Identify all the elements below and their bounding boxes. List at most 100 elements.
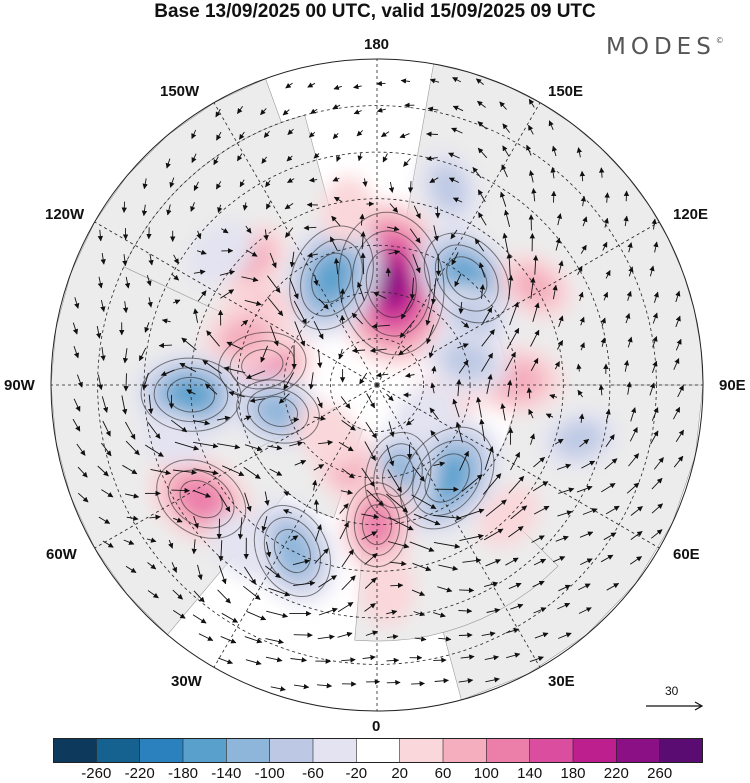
colorbar-segment [96, 738, 141, 763]
wind-arrow [283, 509, 292, 515]
wind-arrow [243, 415, 252, 421]
wind-arrow [673, 455, 684, 468]
wind-arrow [221, 612, 239, 623]
colorbar-tick-label: 100 [473, 765, 499, 782]
wind-arrow [265, 656, 283, 663]
wind-arrow [196, 230, 202, 240]
wind-arrow [267, 445, 283, 451]
wind-arrow [462, 557, 482, 564]
wind-arrow [630, 407, 637, 422]
wind-arrow [72, 418, 81, 432]
wind-arrow [429, 407, 439, 420]
wind-arrow [483, 528, 504, 541]
wind-arrow [577, 389, 583, 398]
wind-arrow [289, 441, 304, 447]
wind-arrow [675, 315, 681, 328]
wind-arrow [433, 514, 462, 521]
wind-arrow [313, 152, 320, 159]
wind-arrow [388, 421, 395, 438]
wind-arrow [451, 252, 459, 266]
wind-arrow [479, 284, 486, 299]
wind-arrow [216, 181, 222, 190]
wind-arrow [332, 176, 340, 182]
wind-arrow [386, 657, 400, 664]
wind-arrow [390, 582, 404, 589]
wind-arrow [369, 347, 387, 354]
wind-reference-value: 30 [665, 684, 679, 698]
wind-arrow [359, 372, 368, 385]
wind-arrow [165, 158, 171, 169]
wind-arrow [387, 541, 410, 549]
latitude-circle [97, 105, 657, 665]
wind-arrow [503, 209, 511, 228]
wind-arrow [578, 291, 584, 301]
meridian-line [94, 384, 378, 549]
wind-arrow [317, 682, 333, 689]
wind-arrow [677, 384, 684, 398]
wind-arrow [529, 433, 536, 445]
wind-arrow [673, 406, 681, 420]
height-contour [300, 239, 363, 317]
wind-arrow [628, 453, 640, 467]
wind-arrow [475, 78, 484, 85]
wind-arrow [533, 607, 547, 614]
wind-arrow [508, 475, 525, 494]
meridian-line [213, 384, 378, 668]
wind-arrow [481, 631, 496, 637]
wind-arrow [341, 468, 355, 479]
colorbar-segment [53, 738, 97, 763]
wind-arrow [226, 341, 242, 350]
lon-label-60e: 60E [673, 546, 700, 563]
wind-arrow [237, 106, 243, 114]
wind-arrow [482, 307, 493, 324]
wind-arrow [386, 493, 409, 513]
wind-arrow [380, 131, 390, 138]
wind-reference-arrow [646, 701, 704, 711]
wind-arrow [351, 347, 366, 354]
wind-arrow [477, 121, 488, 130]
wind-arrow [101, 489, 114, 498]
wind-arrow [477, 189, 486, 203]
wind-arrow [673, 358, 680, 370]
wind-arrow [455, 421, 463, 443]
wind-arrow [651, 360, 658, 373]
wind-arrow [413, 611, 426, 617]
wind-arrow [412, 466, 425, 482]
wind-arrow [528, 170, 535, 183]
colorbar-segment [443, 738, 487, 763]
wind-arrow [96, 325, 102, 339]
wind-arrow [172, 589, 183, 600]
wind-arrow [505, 627, 520, 634]
wind-arrow [458, 632, 473, 638]
wind-arrow [434, 678, 449, 684]
wind-arrow [548, 120, 554, 130]
wind-arrow [265, 180, 271, 188]
wind-arrow [313, 464, 325, 471]
wind-arrow [414, 636, 427, 642]
wind-arrow [333, 196, 343, 202]
wind-arrow [649, 265, 655, 277]
wind-arrow [450, 229, 458, 240]
map-border [50, 58, 704, 712]
wind-arrow [533, 456, 546, 468]
wind-arrow [605, 434, 615, 447]
colorbar-segment [139, 738, 184, 763]
wind-arrow [502, 145, 510, 157]
wind-arrow [580, 195, 587, 207]
lon-label-30e: 30E [548, 673, 575, 690]
colorbar-segment [616, 738, 661, 763]
wind-arrow [314, 548, 329, 564]
height-contour [273, 528, 311, 574]
wind-arrow [411, 494, 437, 509]
wind-arrow [294, 321, 306, 347]
wind-arrow [265, 565, 281, 579]
wind-arrow [142, 178, 148, 190]
wind-arrow [144, 444, 164, 457]
wind-arrow [239, 179, 245, 188]
wind-arrow [243, 466, 261, 479]
wind-arrow [576, 485, 593, 493]
wind-arrow [404, 372, 415, 378]
wind-arrow [389, 560, 407, 567]
wind-arrow [460, 654, 475, 660]
wind-arrow [293, 632, 313, 638]
